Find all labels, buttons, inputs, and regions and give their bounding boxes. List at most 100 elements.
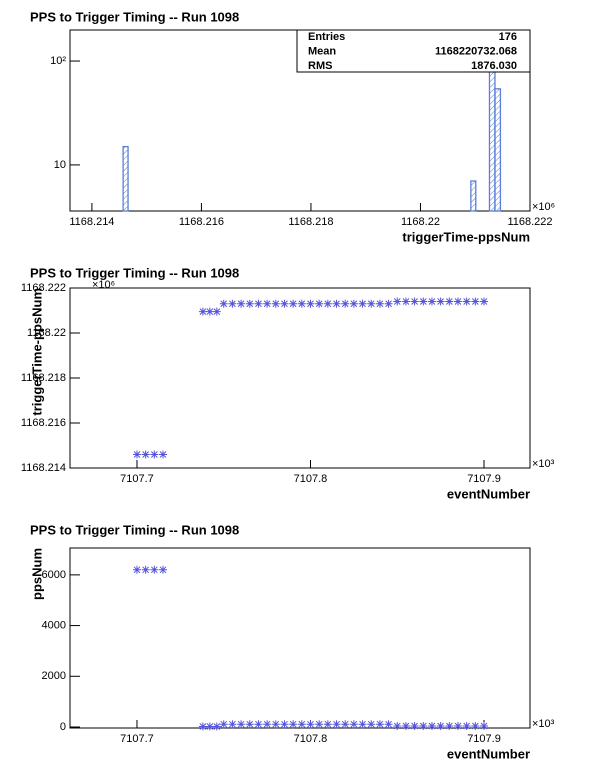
- stats-value: 1876.030: [471, 60, 517, 72]
- point: [237, 720, 246, 729]
- point: [219, 299, 228, 308]
- y-tick-label: 1168.22: [27, 327, 66, 339]
- point: [237, 299, 246, 308]
- frame: [69, 287, 531, 469]
- histogram-bar: [488, 60, 496, 212]
- y-tick-label: 4000: [42, 619, 66, 631]
- point: [341, 299, 350, 308]
- point: [289, 299, 298, 308]
- point: [306, 299, 315, 308]
- x-multiplier: ×10³: [532, 458, 555, 470]
- point: [401, 721, 410, 730]
- chart-title: PPS to Trigger Timing -- Run 1098: [30, 9, 239, 24]
- point: [132, 450, 141, 459]
- point: [289, 720, 298, 729]
- point: [401, 297, 410, 306]
- point: [410, 721, 419, 730]
- point: [198, 307, 207, 316]
- point: [341, 720, 350, 729]
- point: [323, 720, 332, 729]
- point: [445, 721, 454, 730]
- frame: [69, 547, 531, 729]
- point: [141, 565, 150, 574]
- point: [393, 297, 402, 306]
- point: [315, 720, 324, 729]
- point: [205, 722, 214, 731]
- x-multiplier: ×10³: [532, 718, 555, 730]
- histogram-bar: [122, 145, 129, 212]
- point: [245, 299, 254, 308]
- point: [480, 721, 489, 730]
- point: [436, 297, 445, 306]
- point: [375, 299, 384, 308]
- point: [323, 299, 332, 308]
- histogram-bar: [494, 88, 502, 212]
- x-tick-label: 7107.8: [294, 733, 328, 745]
- stats-label: Mean: [308, 45, 336, 57]
- histogram-bar: [470, 180, 477, 212]
- y-tick-label: 1168.216: [21, 417, 66, 429]
- x-tick-label: 7107.9: [467, 733, 501, 745]
- chart-title: PPS to Trigger Timing -- Run 1098: [30, 265, 239, 280]
- point: [263, 299, 272, 308]
- point: [132, 565, 141, 574]
- point: [349, 720, 358, 729]
- point: [315, 299, 324, 308]
- x-tick-label: 7107.9: [467, 473, 501, 485]
- point: [205, 307, 214, 316]
- y-tick-label: 1168.218: [21, 372, 66, 384]
- point: [462, 721, 471, 730]
- point: [280, 299, 289, 308]
- point: [271, 299, 280, 308]
- point: [419, 721, 428, 730]
- x-tick-label: 7107.7: [120, 733, 154, 745]
- point: [254, 299, 263, 308]
- x-axis-title: eventNumber: [447, 746, 530, 761]
- y-axis-title: ppsNum: [29, 548, 44, 600]
- point: [445, 297, 454, 306]
- point: [384, 299, 393, 308]
- stats-value: 176: [499, 31, 517, 43]
- point: [410, 297, 419, 306]
- point: [159, 450, 168, 459]
- y-tick-label: 2000: [42, 670, 66, 682]
- point: [219, 720, 228, 729]
- point: [427, 721, 436, 730]
- point: [358, 720, 367, 729]
- point: [271, 720, 280, 729]
- point: [280, 720, 289, 729]
- x-multiplier: ×10⁶: [532, 201, 555, 213]
- point: [358, 299, 367, 308]
- point: [297, 299, 306, 308]
- x-axis-title: triggerTime-ppsNum: [402, 229, 530, 244]
- x-tick-label: 1168.218: [288, 216, 333, 228]
- point: [254, 720, 263, 729]
- point: [375, 720, 384, 729]
- point: [367, 720, 376, 729]
- y-axis-title: triggerTime-ppsNum: [29, 288, 44, 416]
- stats-value: 1168220732.068: [435, 45, 517, 57]
- chart-title: PPS to Trigger Timing -- Run 1098: [30, 522, 239, 537]
- point: [228, 299, 237, 308]
- y-tick-label: 1168.214: [21, 462, 66, 474]
- point: [427, 297, 436, 306]
- point: [212, 722, 221, 731]
- stats-box: [296, 29, 531, 73]
- point: [306, 720, 315, 729]
- point: [150, 450, 159, 459]
- point: [393, 721, 402, 730]
- y-tick-label: 1168.222: [21, 282, 66, 294]
- point: [462, 297, 471, 306]
- stats-label: RMS: [308, 60, 332, 72]
- x-tick-label: 1168.22: [401, 216, 440, 228]
- y-tick-label: 0: [60, 721, 66, 733]
- point: [332, 720, 341, 729]
- point: [212, 307, 221, 316]
- point: [436, 721, 445, 730]
- point: [228, 720, 237, 729]
- point: [471, 297, 480, 306]
- point: [367, 299, 376, 308]
- point: [332, 299, 341, 308]
